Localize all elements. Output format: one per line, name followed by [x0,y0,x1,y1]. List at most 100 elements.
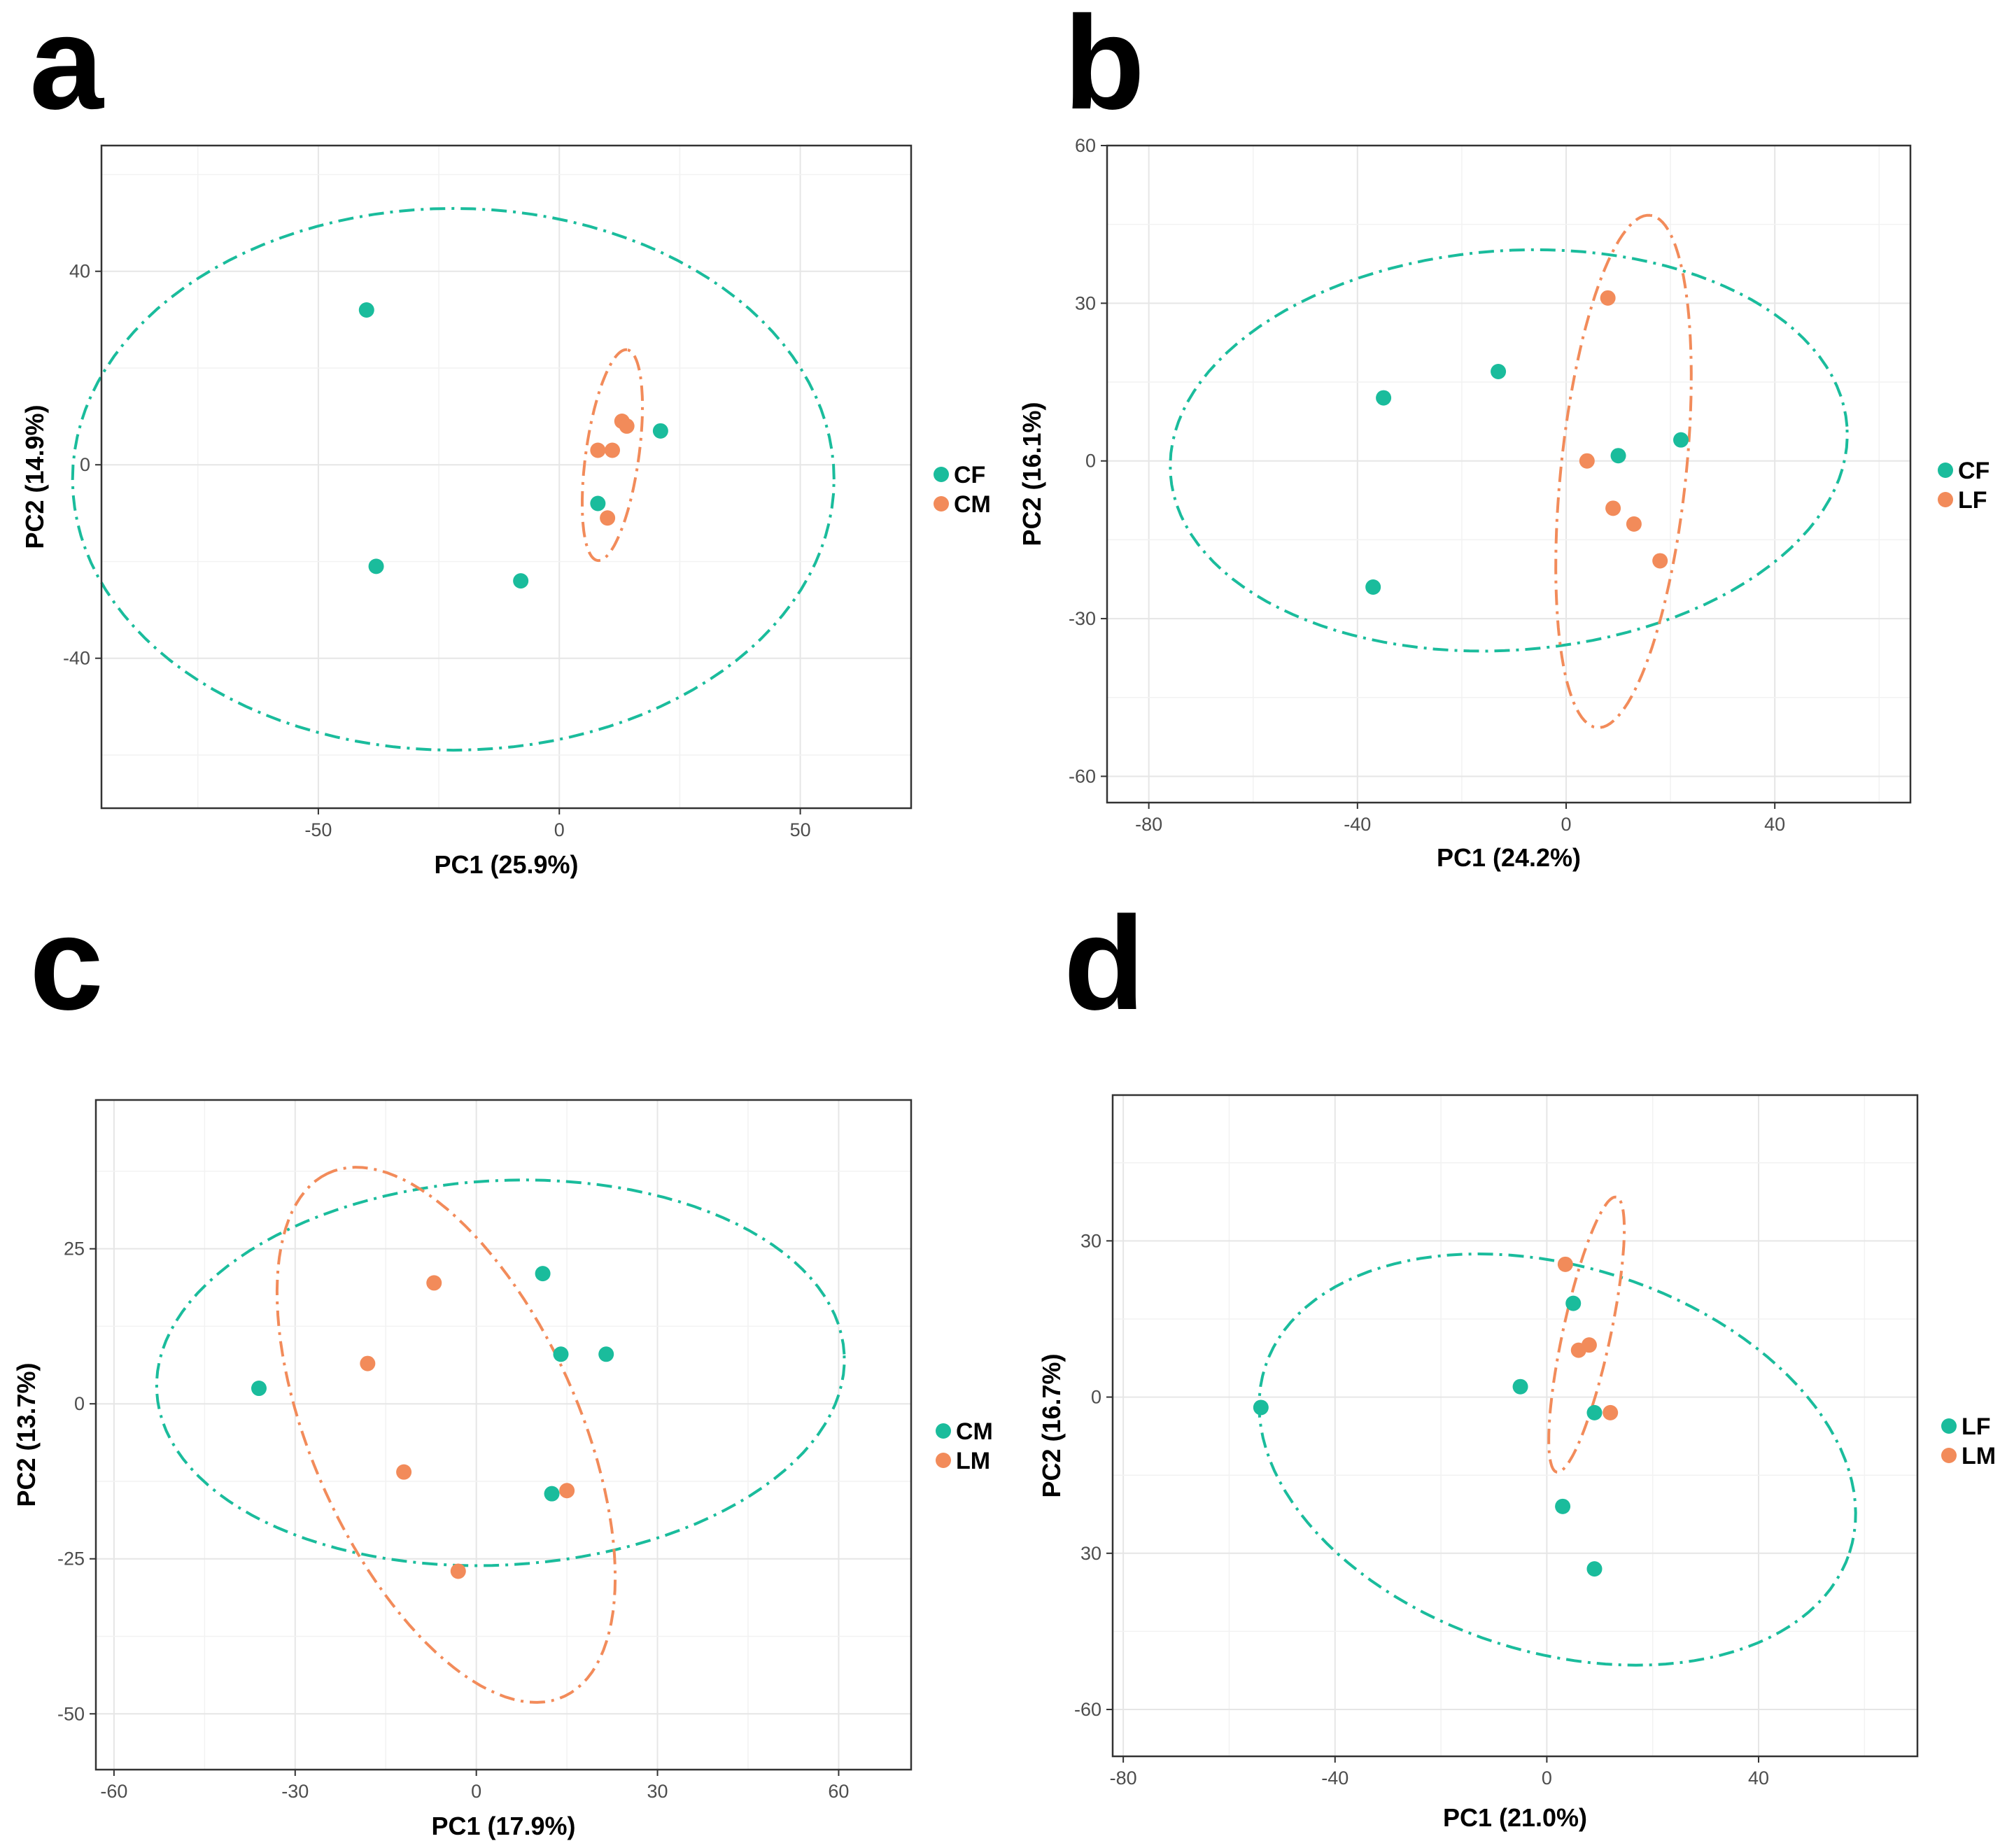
data-point-lf [1565,1295,1582,1311]
y-tick-label: -40 [63,648,90,669]
data-point-lf [1626,516,1642,532]
data-point-lf [1586,1404,1603,1420]
y-tick-label: 40 [69,261,90,282]
data-point-lf [1512,1378,1528,1395]
y-axis-title: PC2 (13.7%) [12,1362,41,1507]
x-tick-label: -80 [1135,814,1162,835]
data-point-lf [1555,1498,1571,1514]
x-tick-label: -40 [1321,1768,1348,1789]
legend: CF CM [934,462,991,518]
confidence-ellipse-cf [71,206,836,752]
plot-frame [1106,144,1912,804]
data-point-lm [396,1464,412,1480]
panel-d: d -80 -40 0 40 -60 30 0 30 PC1 (21.0%) PC2 (16.7%)… [1037,889,1996,1832]
plot-frame [94,1099,913,1771]
data-point-cf [652,423,668,439]
y-tick-label: 0 [1085,451,1096,472]
data-point-lm [450,1563,466,1579]
y-tick-label: 60 [1075,135,1096,156]
plot-frame [100,144,913,810]
data-point-lm [1581,1337,1597,1353]
panel-letter: a [29,0,104,137]
legend: CF LF [1938,458,1990,514]
x-tick-label: 0 [554,819,565,840]
legend-label-cm: CM [954,491,991,518]
y-tick-label: -25 [57,1549,85,1570]
data-point-lm [1557,1256,1573,1272]
data-point-cf [590,495,606,512]
data-point-cm [600,510,616,526]
data-point-cm [598,1346,614,1362]
data-point-cf [1365,579,1381,595]
data-point-lf [1579,453,1595,469]
y-tick-label: 0 [80,454,90,475]
x-tick-label: -60 [100,1781,127,1802]
data-point-cm [590,442,606,458]
gridlines [101,146,911,808]
data-point-lm [1603,1404,1619,1420]
data-point-cf [1673,432,1689,448]
data-point-lf [1600,290,1616,306]
legend-marker-lm [1941,1448,1957,1463]
x-tick-label: 0 [1542,1768,1552,1789]
x-axis-title: PC1 (17.9%) [431,1812,575,1840]
data-point-cf [1376,390,1392,406]
y-tick-label: 30 [1080,1230,1101,1251]
confidence-ellipse-lm [1547,1195,1626,1474]
data-point-cm [619,418,635,434]
data-point-cf [358,302,374,318]
data-point-lm [559,1483,575,1499]
x-tick-label: 30 [647,1781,668,1802]
confidence-ellipse-lf [1554,213,1693,729]
panel-letter: d [1064,889,1145,1038]
y-axis-title: PC2 (14.9%) [20,404,49,549]
legend: CM LM [936,1418,993,1474]
y-tick-label: -50 [57,1703,85,1724]
x-tick-label: 60 [828,1781,849,1802]
y-tick-label: -60 [1074,1699,1101,1720]
legend-marker-cf [1938,463,1953,478]
legend-label-cf: CF [954,462,985,488]
legend-marker-cm [934,496,949,512]
data-point-lm [360,1355,376,1371]
y-tick-label: 0 [1091,1387,1101,1408]
gridlines [96,1100,911,1770]
x-axis-title: PC1 (24.2%) [1437,843,1581,872]
panel-a: a -50 0 50 -40 0 40 PC1 (25.9%) PC2 (14.9%) CF CM [20,0,991,879]
legend-marker-cf [934,467,949,482]
data-point-lf [1253,1399,1269,1416]
x-tick-label: -50 [304,819,332,840]
panel-b: b -80 -40 0 40 -60 -30 0 30 60 PC1 (24.2%) PC2 (16.… [1017,0,1990,872]
data-point-lm [426,1275,442,1291]
data-point-cm [553,1346,569,1362]
x-tick-label: 40 [1764,814,1785,835]
legend-label-cm: CM [956,1418,993,1445]
confidence-ellipse-cm [581,348,644,563]
x-tick-label: 50 [790,819,811,840]
x-axis-title: PC1 (21.0%) [1443,1803,1587,1832]
y-axis-title: PC2 (16.7%) [1037,1353,1066,1497]
legend-label-lm: LM [956,1448,990,1474]
data-point-cf [368,558,384,574]
data-point-lf [1586,1561,1603,1577]
gridlines [1107,146,1910,803]
plot-frame [1111,1094,1919,1758]
legend-label-lf: LF [1958,487,1987,514]
panel-letter: b [1064,0,1145,137]
data-point-lf [1605,500,1621,516]
data-point-cf [1610,448,1626,464]
y-tick-label: 0 [74,1393,85,1414]
legend: LF LM [1941,1413,1996,1469]
legend-marker-lf [1938,492,1953,507]
x-tick-label: -80 [1110,1768,1137,1789]
confidence-ellipse-lm [275,1166,617,1704]
data-point-cm [605,442,621,458]
confidence-ellipse-cf [1169,248,1849,653]
data-point-cm [535,1266,551,1282]
data-point-cf [1491,364,1507,380]
legend-label-lf: LF [1962,1413,1991,1440]
legend-marker-lm [936,1453,951,1468]
x-tick-label: 0 [1561,814,1571,835]
x-tick-label: -30 [281,1781,309,1802]
